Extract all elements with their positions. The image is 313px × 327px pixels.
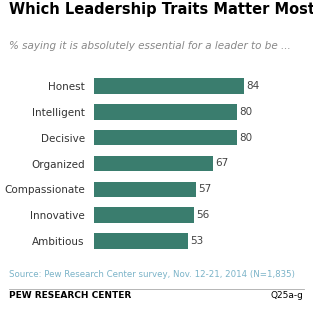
Text: Source: Pew Research Center survey, Nov. 12-21, 2014 (N=1,835): Source: Pew Research Center survey, Nov.…: [9, 270, 295, 279]
Text: Q25a-g: Q25a-g: [271, 291, 304, 300]
Bar: [94, 207, 194, 223]
Text: 80: 80: [239, 133, 252, 143]
Bar: [94, 78, 244, 94]
Bar: [94, 130, 237, 146]
Text: 57: 57: [198, 184, 211, 194]
Bar: [94, 233, 188, 249]
Text: 67: 67: [216, 159, 229, 168]
Text: 84: 84: [246, 81, 259, 91]
Text: 56: 56: [196, 210, 209, 220]
Bar: [94, 181, 196, 197]
Bar: [94, 104, 237, 120]
Text: 53: 53: [191, 236, 204, 246]
Text: Which Leadership Traits Matter Most?: Which Leadership Traits Matter Most?: [9, 2, 313, 17]
Bar: [94, 156, 213, 171]
Text: % saying it is absolutely essential for a leader to be ...: % saying it is absolutely essential for …: [9, 41, 291, 51]
Text: 80: 80: [239, 107, 252, 117]
Text: PEW RESEARCH CENTER: PEW RESEARCH CENTER: [9, 291, 132, 300]
